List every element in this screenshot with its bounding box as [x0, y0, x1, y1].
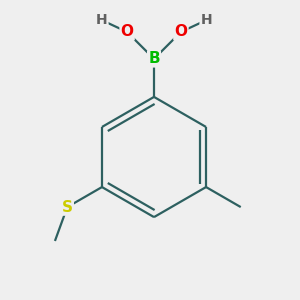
Text: B: B	[148, 51, 160, 66]
Text: S: S	[62, 200, 73, 214]
Text: O: O	[174, 25, 188, 40]
Text: H: H	[96, 13, 107, 27]
Text: O: O	[121, 25, 134, 40]
Text: H: H	[200, 13, 212, 27]
